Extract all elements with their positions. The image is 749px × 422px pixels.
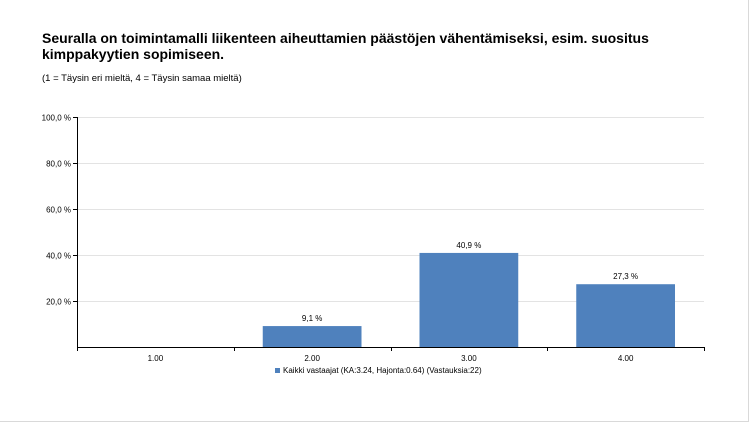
bar-value-label: 27,3 % [613,272,638,281]
chart-title: Seuralla on toimintamalli liikenteen aih… [42,30,649,62]
bar-value-label: 40,9 % [456,241,481,250]
axes: 20,0 % 40,0 % 60,0 % 80,0 % 100,0 % 1.00 2.00 3… [42,114,705,363]
y-tick-label: 20,0 % [46,298,71,307]
chart-subtitle: (1 = Täysin eri mieltä, 4 = Täysin samaa… [42,73,242,84]
y-tick-label: 80,0 % [46,160,71,169]
bar [262,326,362,347]
bars [262,252,676,347]
x-tick-label: 3.00 [461,354,477,363]
bar [419,252,519,347]
x-tick-label: 2.00 [304,354,320,363]
x-tick-label: 1.00 [148,354,164,363]
legend-label: Kaikki vastaajat (KA:3.24, Hajonta:0.64)… [283,366,482,375]
legend: Kaikki vastaajat (KA:3.24, Hajonta:0.64)… [275,366,482,375]
y-tick-label: 100,0 % [42,114,71,123]
bar [576,284,676,347]
y-tick-label: 40,0 % [46,252,71,261]
x-tick-label: 4.00 [618,354,634,363]
gridlines [77,117,704,302]
y-tick-label: 60,0 % [46,206,71,215]
legend-swatch [275,368,280,373]
bar-value-label: 9,1 % [302,314,322,323]
data-labels: 9,1 % 40,9 % 27,3 % [302,241,638,323]
